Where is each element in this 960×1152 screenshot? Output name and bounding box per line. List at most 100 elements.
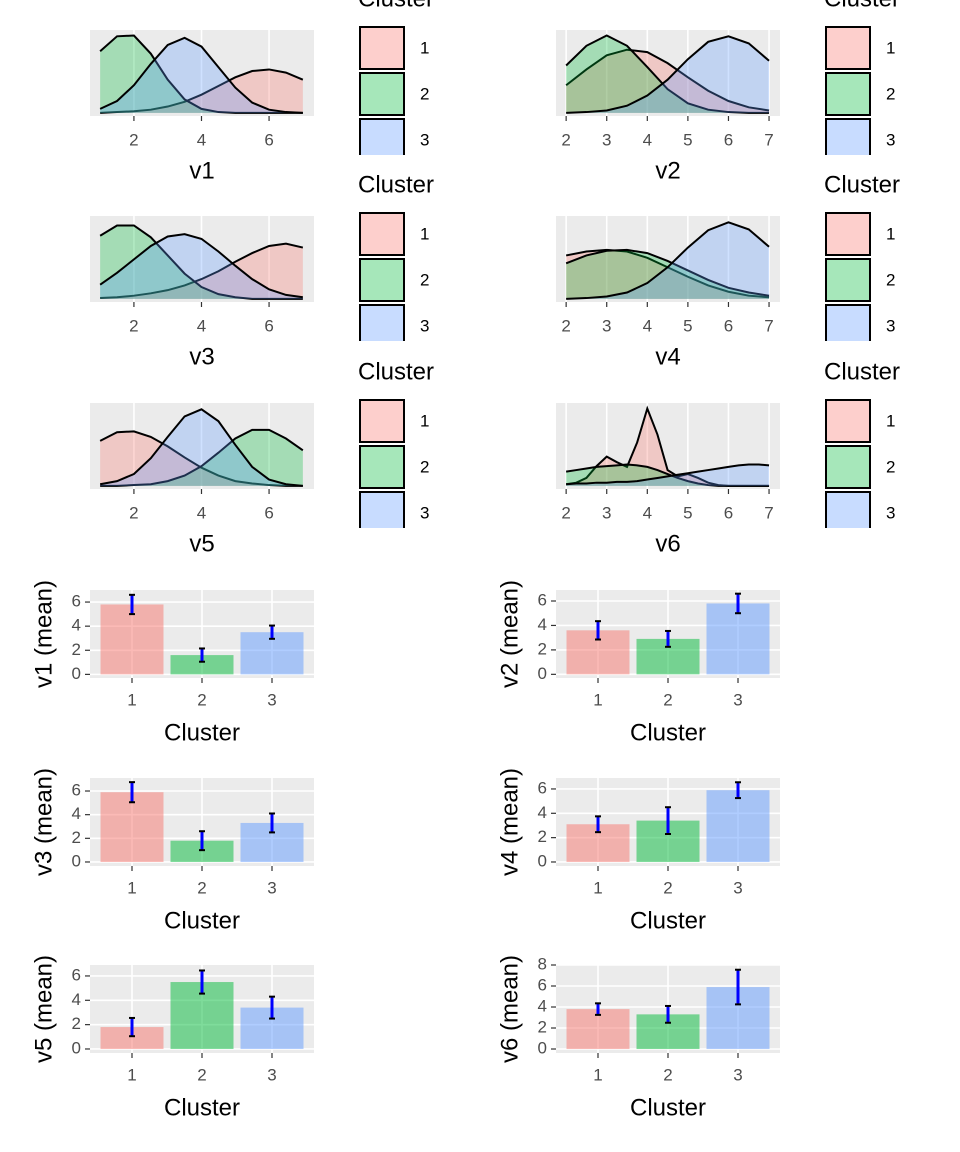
legend-key bbox=[825, 212, 871, 256]
x-tick-label: 2 bbox=[561, 503, 570, 522]
legend-key bbox=[825, 258, 871, 302]
y-tick-label: 2 bbox=[72, 1014, 81, 1033]
legend-key bbox=[825, 304, 871, 341]
density-area bbox=[566, 464, 770, 486]
density-line bbox=[99, 36, 303, 114]
legend-label: 2 bbox=[420, 457, 429, 476]
y-axis-title: v4 (mean) bbox=[496, 768, 523, 876]
legend-title: Cluster bbox=[824, 358, 900, 385]
x-axis-title: Cluster bbox=[630, 907, 706, 934]
x-axis-title: Cluster bbox=[164, 1094, 240, 1121]
x-tick-label: 3 bbox=[267, 1065, 276, 1084]
density-panel: 2 3 4 5 6 7 v2 bbox=[556, 30, 780, 184]
bar-panel: 0 2 4 6 1 2 3 Cluster v4 (mean) bbox=[496, 768, 780, 934]
density-area bbox=[100, 243, 303, 299]
density-area bbox=[566, 49, 770, 113]
x-tick-label: 6 bbox=[724, 316, 733, 335]
bar-panel: 0 2 4 6 1 2 3 Cluster v5 (mean) bbox=[30, 955, 314, 1121]
bar-panel: 0 2 4 6 1 2 3 Cluster v2 (mean) bbox=[496, 580, 780, 746]
legend-key bbox=[359, 212, 405, 256]
density-area bbox=[100, 225, 303, 299]
legend-key bbox=[825, 72, 871, 116]
legend-label: 2 bbox=[886, 270, 895, 289]
density-line bbox=[100, 242, 304, 300]
legend-label: 3 bbox=[420, 130, 429, 149]
y-tick-label: 4 bbox=[538, 803, 547, 822]
density-line bbox=[565, 34, 770, 114]
density-area bbox=[566, 249, 770, 299]
x-axis-title: v2 bbox=[655, 157, 680, 184]
legend-key bbox=[359, 445, 405, 489]
y-tick-label: 8 bbox=[538, 954, 547, 973]
density-panel: 2 4 6 v5 bbox=[90, 403, 314, 557]
y-tick-label: 4 bbox=[72, 804, 81, 823]
density-line bbox=[565, 48, 770, 112]
density-panel: 2 3 4 5 6 7 v6 bbox=[556, 403, 780, 557]
legend-key bbox=[359, 72, 405, 116]
legend: Cluster 1 2 3 bbox=[358, 171, 434, 341]
legend-label: 1 bbox=[420, 38, 429, 57]
x-tick-label: 5 bbox=[683, 503, 692, 522]
x-tick-label: 5 bbox=[683, 316, 692, 335]
x-axis-title: v5 bbox=[189, 530, 214, 557]
legend-key-bg bbox=[360, 27, 404, 69]
legend-label: 3 bbox=[886, 130, 895, 149]
y-tick-label: 2 bbox=[538, 1017, 547, 1036]
legend-title: Cluster bbox=[358, 0, 434, 12]
legend-label: 1 bbox=[420, 411, 429, 430]
legend-label: 3 bbox=[420, 503, 429, 522]
x-axis-title: v3 bbox=[189, 343, 214, 370]
density-line bbox=[99, 233, 303, 299]
x-tick-label: 6 bbox=[264, 316, 273, 335]
y-tick-label: 6 bbox=[72, 780, 81, 799]
legend-title: Cluster bbox=[824, 0, 900, 12]
y-tick-label: 0 bbox=[538, 664, 547, 683]
legend-key bbox=[359, 26, 405, 70]
density-area bbox=[566, 35, 770, 113]
density-line bbox=[99, 224, 303, 300]
x-tick-label: 6 bbox=[264, 503, 273, 522]
x-tick-label: 2 bbox=[197, 1065, 206, 1084]
x-tick-label: 3 bbox=[733, 690, 742, 709]
y-tick-label: 6 bbox=[538, 778, 547, 797]
x-tick-label: 2 bbox=[663, 878, 672, 897]
legend-key-bg bbox=[360, 400, 404, 442]
x-tick-label: 2 bbox=[129, 503, 138, 522]
x-tick-label: 3 bbox=[602, 316, 611, 335]
legend-label: 2 bbox=[886, 84, 895, 103]
density-line bbox=[566, 463, 770, 486]
y-tick-label: 0 bbox=[538, 1038, 547, 1057]
legend-key-bg bbox=[360, 446, 404, 488]
x-tick-label: 1 bbox=[127, 690, 136, 709]
legend-key bbox=[825, 118, 871, 155]
x-axis-title: Cluster bbox=[164, 907, 240, 934]
x-tick-label: 2 bbox=[197, 690, 206, 709]
density-line bbox=[99, 408, 303, 487]
density-area bbox=[566, 36, 770, 113]
panel-background bbox=[556, 216, 780, 302]
x-tick-label: 4 bbox=[197, 503, 206, 522]
legend-key-bg bbox=[826, 27, 870, 69]
density-panel: 2 3 4 5 6 7 v4 bbox=[556, 216, 780, 370]
legend-label: 2 bbox=[420, 84, 429, 103]
x-tick-label: 1 bbox=[593, 1065, 602, 1084]
bar bbox=[100, 792, 164, 862]
bar-panel: 0 2 4 6 8 1 2 3 Cluster v6 (mean) bbox=[496, 954, 780, 1121]
legend-key bbox=[825, 445, 871, 489]
y-tick-label: 0 bbox=[538, 851, 547, 870]
legend-label: 3 bbox=[886, 316, 895, 335]
y-tick-label: 2 bbox=[72, 640, 81, 659]
x-axis-title: Cluster bbox=[630, 719, 706, 746]
legend-key bbox=[359, 258, 405, 302]
y-tick-label: 6 bbox=[538, 590, 547, 609]
bar bbox=[706, 790, 770, 862]
x-tick-label: 3 bbox=[733, 878, 742, 897]
legend-label: 3 bbox=[886, 503, 895, 522]
x-tick-label: 2 bbox=[663, 690, 672, 709]
density-line bbox=[99, 34, 303, 114]
x-tick-label: 2 bbox=[197, 878, 206, 897]
x-tick-label: 3 bbox=[733, 1065, 742, 1084]
x-tick-label: 2 bbox=[129, 316, 138, 335]
legend-key bbox=[825, 26, 871, 70]
